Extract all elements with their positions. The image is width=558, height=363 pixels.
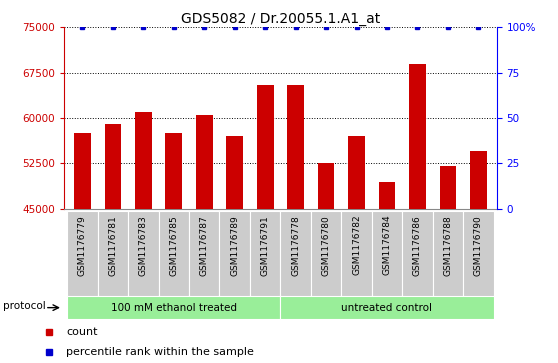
- Bar: [409, 64, 426, 209]
- Text: GSM1176778: GSM1176778: [291, 215, 300, 276]
- Bar: [104, 124, 121, 209]
- Bar: [318, 163, 334, 209]
- Text: GSM1176781: GSM1176781: [108, 215, 117, 276]
- Text: GSM1176782: GSM1176782: [352, 215, 361, 276]
- Bar: [280, 211, 311, 296]
- Text: GSM1176791: GSM1176791: [261, 215, 270, 276]
- Text: percentile rank within the sample: percentile rank within the sample: [66, 347, 254, 357]
- Bar: [189, 211, 219, 296]
- Bar: [470, 151, 487, 209]
- Text: GSM1176780: GSM1176780: [321, 215, 330, 276]
- Bar: [348, 136, 365, 209]
- Bar: [67, 211, 98, 296]
- Bar: [158, 211, 189, 296]
- Text: GSM1176787: GSM1176787: [200, 215, 209, 276]
- Text: GSM1176779: GSM1176779: [78, 215, 87, 276]
- Text: GSM1176788: GSM1176788: [444, 215, 453, 276]
- Text: protocol: protocol: [3, 301, 46, 311]
- Text: GSM1176783: GSM1176783: [139, 215, 148, 276]
- Bar: [372, 211, 402, 296]
- Text: 100 mM ethanol treated: 100 mM ethanol treated: [111, 303, 237, 313]
- Text: count: count: [66, 327, 98, 337]
- Bar: [440, 166, 456, 209]
- Bar: [196, 115, 213, 209]
- Bar: [341, 211, 372, 296]
- Bar: [250, 211, 281, 296]
- Bar: [227, 136, 243, 209]
- Bar: [128, 211, 158, 296]
- Title: GDS5082 / Dr.20055.1.A1_at: GDS5082 / Dr.20055.1.A1_at: [181, 12, 380, 26]
- Bar: [98, 211, 128, 296]
- Bar: [432, 211, 463, 296]
- Text: untreated control: untreated control: [341, 303, 432, 313]
- Text: GSM1176790: GSM1176790: [474, 215, 483, 276]
- Text: GSM1176785: GSM1176785: [169, 215, 179, 276]
- Bar: [311, 211, 341, 296]
- Bar: [287, 85, 304, 209]
- Bar: [402, 211, 432, 296]
- Bar: [74, 133, 91, 209]
- Text: GSM1176784: GSM1176784: [382, 215, 392, 276]
- Bar: [165, 133, 182, 209]
- Bar: [379, 182, 396, 209]
- Bar: [257, 85, 273, 209]
- Bar: [280, 296, 494, 319]
- Text: GSM1176786: GSM1176786: [413, 215, 422, 276]
- Bar: [135, 112, 152, 209]
- Bar: [67, 296, 280, 319]
- Bar: [463, 211, 494, 296]
- Text: GSM1176789: GSM1176789: [230, 215, 239, 276]
- Bar: [219, 211, 250, 296]
